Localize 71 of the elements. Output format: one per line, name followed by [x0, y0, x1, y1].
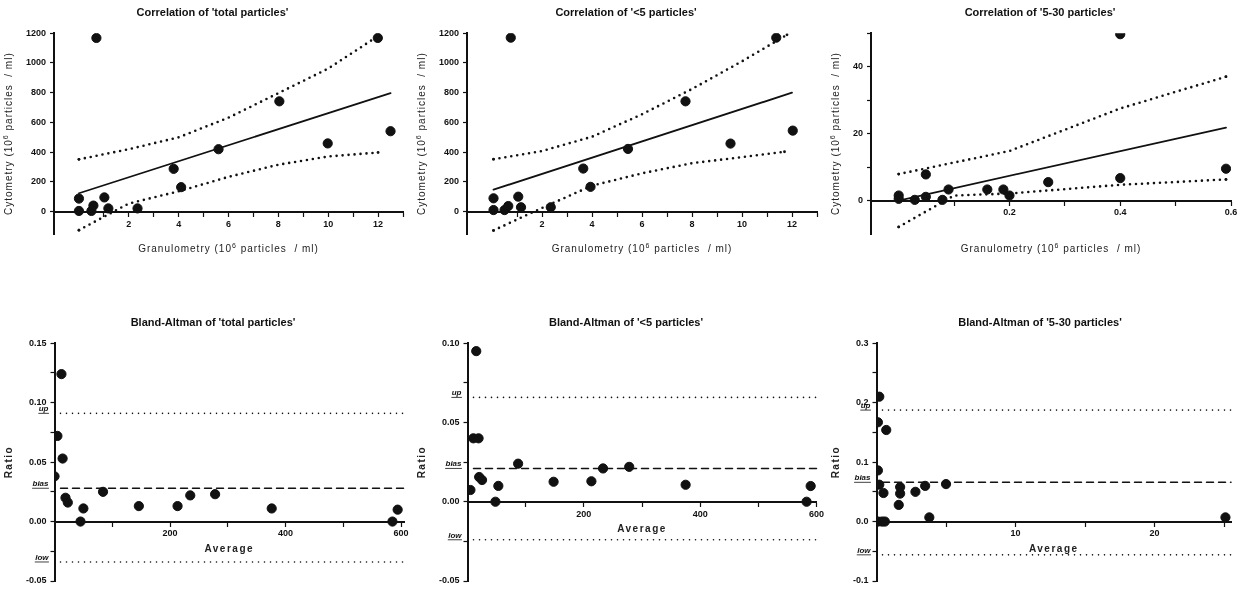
y-axis-title: Ratio [416, 445, 427, 479]
ref-line-label: bias [445, 459, 463, 469]
y-tick-label: 400 [30, 146, 47, 157]
y-tick-label: 600 [443, 116, 460, 127]
chart-title: Bland-Altman of 'total particles' [130, 315, 296, 328]
x-tick-label: 0.2 [1003, 207, 1016, 218]
y-axis-title: Ratio [830, 445, 841, 479]
x-tick-label: 6 [226, 218, 232, 229]
x-tick-label: 200 [576, 508, 592, 519]
x-tick-label: 8 [275, 218, 281, 229]
y-tick-label: 800 [30, 87, 47, 98]
chart-title: Correlation of 'total particles' [136, 5, 289, 18]
chart-title: Bland-Altman of '5-30 particles' [958, 315, 1123, 328]
x-tick-label: 6 [639, 218, 645, 229]
x-tick-label: 10 [1010, 528, 1021, 539]
x-tick-label: 10 [737, 218, 748, 229]
x-axis-title: Average [617, 522, 667, 534]
y-tick-label: -0.05 [26, 575, 47, 586]
ref-line-label: low [35, 552, 50, 562]
y-tick-label: 1200 [25, 27, 47, 38]
y-tick-label: 0 [41, 206, 47, 217]
x-tick-label: 600 [393, 528, 409, 539]
y-tick-label: -0.1 [852, 575, 869, 586]
ref-line-label: bias [854, 473, 872, 483]
y-tick-label: 40 [853, 61, 864, 72]
ref-line-label: up [451, 388, 462, 398]
x-tick-label: 8 [689, 218, 695, 229]
chart-title: Bland-Altman of '<5 particles' [548, 315, 704, 328]
y-tick-label: 1200 [438, 27, 460, 38]
y-tick-label: 0.15 [28, 337, 47, 348]
x-tick-label: 2 [539, 218, 545, 229]
y-tick-label: 1000 [438, 57, 460, 68]
ref-line-label: low [448, 530, 463, 540]
y-tick-label: 0.3 [855, 337, 869, 348]
y-tick-label: 20 [853, 128, 864, 139]
x-tick-label: 4 [176, 218, 182, 229]
x-tick-label: 4 [589, 218, 595, 229]
x-tick-label: 12 [786, 218, 798, 229]
y-tick-label: 0.05 [28, 456, 47, 467]
ref-line-label: bias [32, 479, 50, 489]
x-tick-label: 0.4 [1113, 207, 1127, 218]
y-tick-label: 1000 [25, 57, 47, 68]
x-tick-label: 12 [373, 218, 384, 229]
y-tick-label: 0.00 [441, 496, 460, 507]
y-tick-label: 0.0 [855, 516, 869, 527]
y-tick-label: 0 [858, 195, 864, 206]
x-tick-label: 10 [323, 218, 334, 229]
y-tick-label: -0.05 [439, 575, 460, 586]
chart-title: Correlation of '<5 particles' [555, 5, 697, 18]
y-tick-label: 400 [443, 146, 460, 157]
x-axis-title: Average [204, 542, 255, 554]
y-tick-label: 0 [454, 206, 460, 217]
x-tick-label: 20 [1149, 528, 1160, 539]
y-tick-label: 0.1 [855, 456, 869, 467]
x-tick-label: 2 [126, 218, 132, 229]
y-tick-label: 200 [30, 176, 47, 187]
chart-title: Correlation of '5-30 particles' [964, 5, 1116, 18]
y-axis-title: Ratio [3, 445, 14, 479]
x-tick-label: 0.6 [1224, 207, 1238, 218]
y-tick-label: 600 [30, 116, 47, 127]
x-tick-label: 400 [278, 528, 294, 539]
x-tick-label: 400 [692, 508, 708, 519]
ref-line-label: low [857, 545, 872, 555]
x-tick-label: 200 [162, 528, 178, 539]
y-tick-label: 0.00 [28, 516, 47, 527]
y-tick-label: 0.05 [441, 416, 460, 427]
y-tick-label: 0.10 [441, 337, 460, 348]
y-tick-label: 200 [443, 176, 460, 187]
y-tick-label: 800 [443, 87, 460, 98]
x-tick-label: 600 [808, 508, 825, 519]
x-axis-title: Average [1028, 542, 1079, 554]
